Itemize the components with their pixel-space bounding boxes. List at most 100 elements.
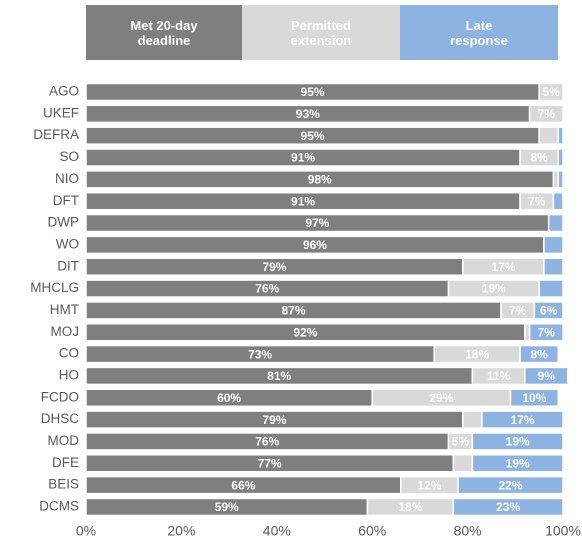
data-label: 7% [509, 304, 527, 318]
legend-item: Met 20-day deadline [86, 5, 242, 60]
bar-segment [538, 126, 559, 145]
data-label: 19% [506, 456, 530, 470]
y-tick-label: AGO [49, 84, 79, 99]
y-tick-label: WO [56, 236, 79, 251]
data-label: 17% [491, 260, 515, 274]
y-tick-label: CO [59, 346, 79, 361]
y-tick-label: SO [59, 149, 79, 164]
y-tick-label: DHSC [41, 411, 80, 426]
data-label: 8% [530, 347, 548, 361]
bar-segment [543, 235, 564, 255]
bar-segment [547, 213, 564, 233]
y-tick-label: FCDO [41, 389, 79, 404]
data-label: 7% [538, 325, 556, 339]
data-label: 7% [538, 107, 556, 121]
y-tick-label: DFE [52, 455, 79, 470]
data-label: 11% [487, 369, 511, 383]
data-label: 77% [258, 456, 282, 470]
data-label: 95% [301, 129, 325, 143]
data-label: 97% [305, 216, 329, 230]
y-tick-label: NIO [55, 171, 79, 186]
bar-segment [543, 257, 564, 276]
bar-segment [452, 454, 474, 473]
data-label: 76% [255, 282, 279, 296]
data-label: 66% [231, 478, 255, 492]
data-label: 5% [542, 85, 560, 99]
bar-segment [524, 366, 569, 386]
bar-segment [452, 497, 564, 517]
bar-segment [557, 148, 564, 167]
y-tick-label: HO [59, 367, 79, 382]
bar-segment [519, 344, 559, 364]
y-tick-label: MOJ [51, 324, 80, 339]
bar-segment [457, 475, 564, 495]
y-tick-label: DIT [57, 258, 79, 273]
y-tick-label: DCMS [39, 499, 79, 514]
data-label: 92% [293, 325, 317, 339]
data-label: 79% [262, 413, 286, 427]
data-label: 76% [255, 435, 279, 449]
data-label: 7% [528, 194, 546, 208]
data-label: 23% [496, 500, 520, 514]
y-tick-label: DWP [48, 215, 80, 230]
x-tick-label: 0% [76, 523, 96, 539]
x-tick-label: 80% [454, 523, 482, 539]
data-label: 5% [452, 435, 470, 449]
y-tick-label: MHCLG [30, 280, 79, 295]
y-tick-label: UKEF [43, 105, 79, 120]
bar-segment [552, 191, 564, 211]
legend-label: Late response [450, 17, 508, 48]
data-label: 8% [530, 151, 548, 165]
legend-item: Late response [400, 5, 558, 60]
data-label: 19% [482, 282, 506, 296]
data-label: 10% [522, 391, 546, 405]
x-tick-label: 100% [545, 523, 581, 539]
y-tick-label: BEIS [48, 477, 79, 492]
data-label: 95% [301, 85, 325, 99]
legend-label: Met 20-day deadline [130, 17, 198, 48]
bar-segment [462, 410, 483, 429]
bar-segment [538, 82, 564, 102]
bar-segment [528, 104, 564, 124]
bar-segment [538, 279, 564, 298]
data-label: 17% [510, 413, 534, 427]
data-label: 93% [296, 107, 320, 121]
x-tick-label: 40% [263, 523, 291, 539]
x-tick-label: 20% [167, 523, 195, 539]
bar-segment [471, 454, 564, 473]
y-tick-label: HMT [50, 302, 79, 317]
data-label: 91% [291, 194, 315, 208]
bar-segment [557, 170, 564, 189]
y-tick-label: DFT [53, 193, 79, 208]
data-label: 91% [291, 151, 315, 165]
data-label: 6% [540, 304, 558, 318]
bar-segment [471, 432, 564, 451]
data-label: 60% [217, 391, 241, 405]
data-label: 12% [417, 478, 441, 492]
data-label: 22% [499, 478, 523, 492]
bar-segment [509, 388, 559, 408]
data-label: 87% [281, 304, 305, 318]
data-label: 81% [267, 369, 291, 383]
data-label: 59% [215, 500, 239, 514]
bar-segment [557, 126, 564, 145]
data-label: 98% [308, 173, 332, 187]
data-label: 96% [303, 238, 327, 252]
y-tick-label: MOD [48, 433, 80, 448]
data-label: 19% [506, 435, 530, 449]
y-tick-label: DEFRA [33, 127, 79, 142]
data-label: 9% [538, 369, 556, 383]
bar-segment [533, 301, 564, 320]
data-label: 73% [248, 347, 272, 361]
legend-item: Permitted extension [242, 5, 400, 60]
bar-segment [481, 410, 564, 429]
x-tick-label: 60% [358, 523, 386, 539]
legend-label: Permitted extension [290, 17, 352, 48]
data-label: 29% [429, 391, 453, 405]
data-label: 18% [398, 500, 422, 514]
data-label: 79% [262, 260, 286, 274]
bar-segment [528, 322, 564, 342]
data-label: 18% [465, 347, 489, 361]
